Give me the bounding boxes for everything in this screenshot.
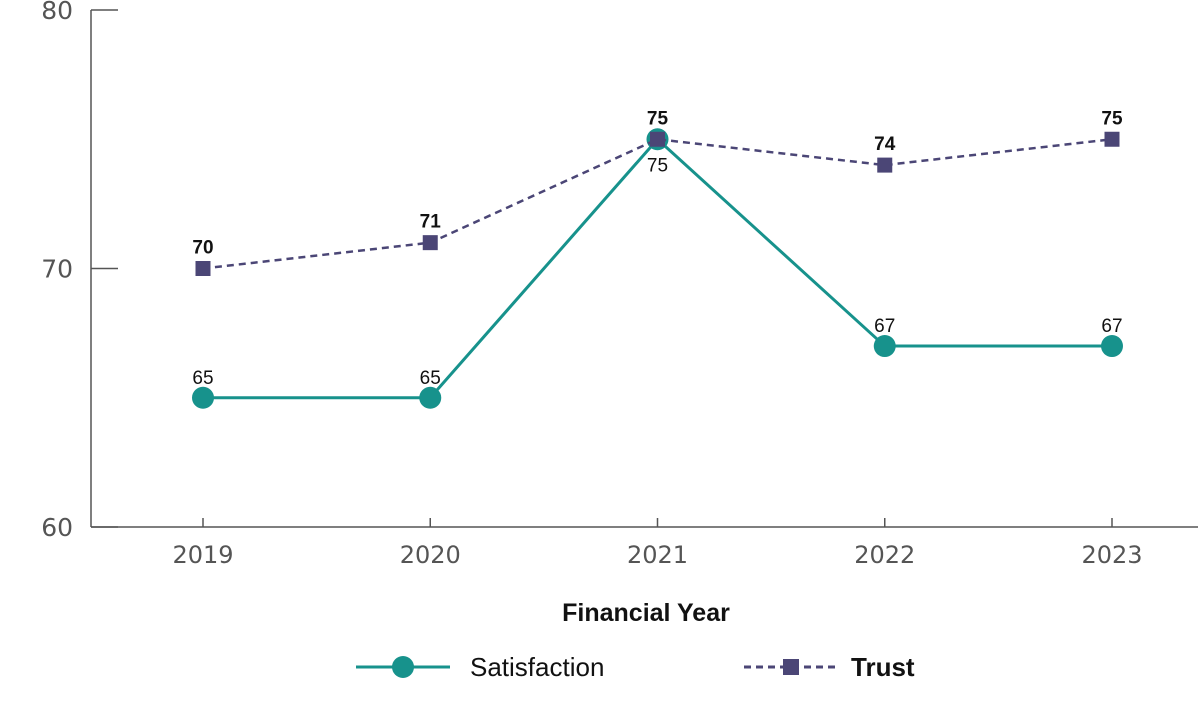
x-tick-label: 2023 [1081,541,1142,569]
series-layer [192,128,1123,409]
legend-item-trust[interactable]: Trust [744,652,915,682]
axes [90,10,1198,528]
data-label-trust-2022: 74 [874,134,896,155]
data-label-trust-2023: 75 [1101,108,1123,129]
point-trust-2020[interactable] [422,235,438,251]
data-label-satisfaction-2021: 75 [647,155,668,176]
data-labels: 65 65 75 67 67 70 71 75 74 75 [192,108,1123,389]
y-tick-label: 70 [41,255,73,284]
y-tick-label: 60 [41,513,73,542]
x-tick-label: 2021 [627,541,688,569]
x-axis-ticks: 2019 2020 2021 2022 2023 [172,518,1143,569]
legend-trust-label: Trust [851,652,915,682]
legend-satisfaction-marker [392,656,414,678]
data-label-satisfaction-2023: 67 [1101,316,1122,337]
data-label-satisfaction-2019: 65 [192,368,213,389]
point-satisfaction-2022[interactable] [873,335,896,358]
data-label-satisfaction-2022: 67 [874,316,895,337]
point-trust-2022[interactable] [877,157,893,173]
point-trust-2023[interactable] [1104,131,1120,147]
data-label-satisfaction-2020: 65 [420,368,441,389]
point-satisfaction-2023[interactable] [1101,335,1123,358]
data-label-trust-2020: 71 [420,212,442,233]
data-label-trust-2021: 75 [647,108,669,129]
series-line-trust [202,137,1113,270]
x-tick-label: 2020 [400,541,461,569]
legend-satisfaction-label: Satisfaction [470,652,604,682]
point-satisfaction-2020[interactable] [419,386,442,409]
point-trust-2019[interactable] [195,261,211,276]
legend-item-satisfaction[interactable]: Satisfaction [356,652,604,682]
point-trust-2021[interactable] [650,131,665,147]
legend: Satisfaction Trust [356,652,915,682]
data-label-trust-2019: 70 [192,238,213,259]
legend-trust-marker [783,659,799,675]
point-satisfaction-2019[interactable] [192,386,214,409]
y-axis-ticks: 60 70 80 [41,0,118,542]
y-tick-label: 80 [41,0,73,25]
x-tick-label: 2022 [854,541,915,569]
x-tick-label: 2019 [172,541,233,569]
series-line-satisfaction [203,137,1112,400]
x-axis-title: Financial Year [562,599,730,627]
